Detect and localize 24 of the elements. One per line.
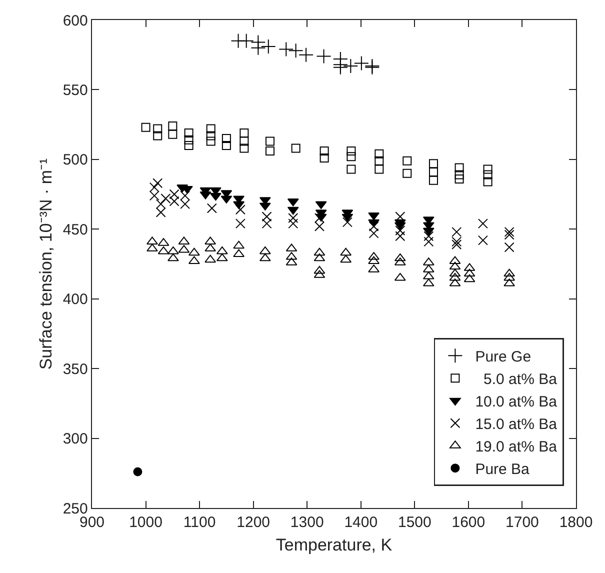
y-tick-label: 400 xyxy=(62,291,88,308)
x-tick-label: 1000 xyxy=(129,514,162,532)
x-tick-label: 1800 xyxy=(559,514,593,532)
y-tick-label: 450 xyxy=(62,221,88,238)
legend-label: 5.0 at% Ba xyxy=(475,370,558,388)
y-tick-label: 600 xyxy=(62,12,88,30)
x-tick-label: 1400 xyxy=(344,514,378,532)
y-tick-label: 300 xyxy=(62,430,88,448)
x-tick-label: 1500 xyxy=(398,514,432,532)
x-tick-label: 1600 xyxy=(452,514,486,532)
x-tick-label: 1700 xyxy=(506,514,539,532)
y-tick-label: 350 xyxy=(62,360,88,378)
legend-label: 15.0 at% Ba xyxy=(475,416,558,433)
legend-label: Pure Ba xyxy=(475,460,530,478)
x-tick-label: 1300 xyxy=(290,514,324,532)
legend-label: Pure Ge xyxy=(475,348,532,366)
x-tick-label: 1200 xyxy=(236,514,270,532)
x-axis-title: Temperature, K xyxy=(276,536,393,555)
y-axis-title: Surface tension, 10⁻³N · m⁻¹ xyxy=(36,158,56,370)
x-tick-label: 1100 xyxy=(183,514,216,532)
legend-label: 10.0 at% Ba xyxy=(475,393,558,410)
y-tick-label: 550 xyxy=(62,82,88,99)
legend-label: 19.0 at% Ba xyxy=(475,438,558,456)
y-tick-label: 500 xyxy=(62,152,88,169)
